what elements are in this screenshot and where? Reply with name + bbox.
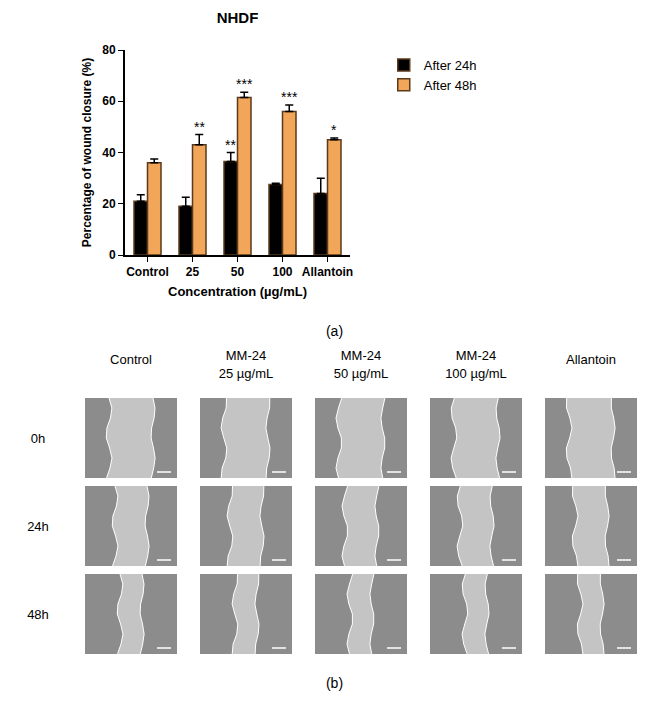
svg-text:MM-24: MM-24 (226, 348, 266, 363)
svg-text:Allantoin: Allantoin (302, 265, 353, 279)
svg-text:50 µg/mL: 50 µg/mL (334, 366, 388, 381)
svg-text:50: 50 (231, 265, 245, 279)
svg-text:After 48h: After 48h (424, 78, 477, 93)
svg-text:100 µg/mL: 100 µg/mL (445, 366, 507, 381)
svg-text:**: ** (194, 119, 205, 135)
svg-text:***: *** (236, 76, 253, 92)
svg-text:MM-24: MM-24 (341, 348, 381, 363)
svg-text:48h: 48h (27, 607, 49, 622)
svg-text:NHDF: NHDF (217, 9, 259, 26)
html-text:(a): (a) (325, 323, 344, 339)
svg-text:20: 20 (102, 197, 116, 211)
svg-text:0h: 0h (31, 431, 45, 446)
svg-text:40: 40 (102, 146, 116, 160)
svg-text:0: 0 (109, 248, 116, 262)
svg-text:25: 25 (186, 265, 200, 279)
svg-text:60: 60 (102, 94, 116, 108)
svg-text:Percentage of wound closure (%: Percentage of wound closure (%) (80, 58, 94, 247)
svg-text:25 µg/mL: 25 µg/mL (219, 366, 273, 381)
svg-text:**: ** (225, 137, 236, 153)
svg-text:Allantoin: Allantoin (566, 352, 616, 367)
svg-text:Concentration (µg/mL): Concentration (µg/mL) (168, 284, 307, 299)
svg-text:24h: 24h (27, 519, 49, 534)
svg-text:100: 100 (272, 265, 292, 279)
html-text:(b): (b) (325, 675, 344, 691)
svg-text:MM-24: MM-24 (456, 348, 496, 363)
svg-text:*: * (331, 122, 337, 138)
svg-text:***: *** (281, 89, 298, 105)
svg-text:After 24h: After 24h (424, 58, 477, 73)
svg-text:80: 80 (102, 43, 116, 57)
svg-text:Control: Control (126, 265, 169, 279)
svg-text:Control: Control (110, 352, 152, 367)
